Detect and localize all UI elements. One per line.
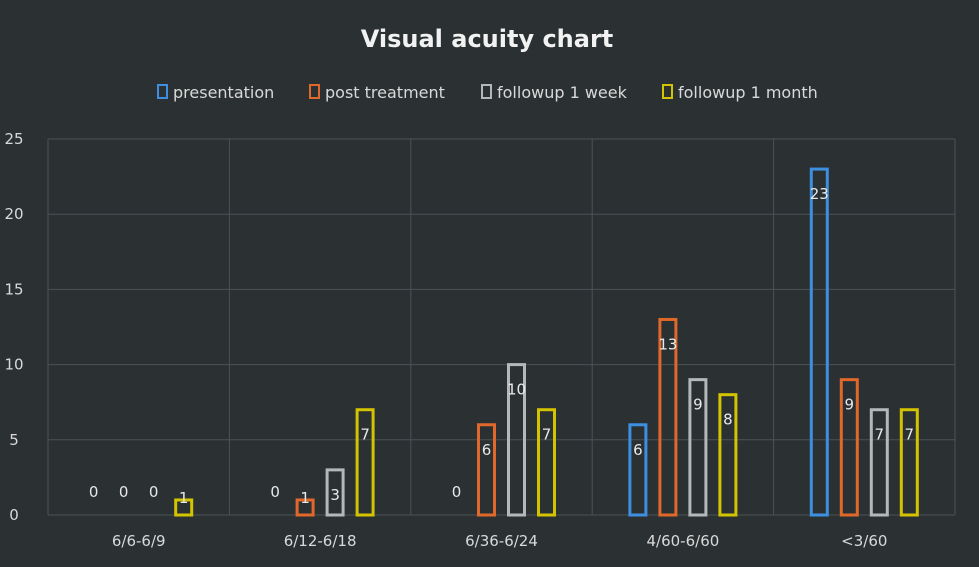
bar	[658, 317, 678, 517]
data-label: 3	[330, 486, 340, 504]
legend-swatch	[309, 84, 320, 99]
bar	[174, 498, 194, 517]
data-label: 0	[270, 483, 280, 501]
chart-legend: presentation post treatment followup 1 wee…	[157, 83, 818, 102]
data-label: 9	[693, 396, 703, 414]
bar	[537, 408, 556, 517]
legend-entry: presentation	[173, 83, 274, 102]
data-label: 1	[179, 489, 189, 507]
gridlines	[47, 138, 956, 516]
chart-title: Visual acuity chart	[361, 25, 614, 53]
data-label: 13	[658, 335, 677, 353]
x-category-label: 6/12-6/18	[284, 532, 357, 550]
data-label: 7	[360, 426, 370, 444]
y-tick-label: 10	[4, 356, 23, 374]
bar	[899, 408, 919, 517]
legend-entry: followup 1 month	[678, 83, 818, 102]
legend-swatch	[157, 84, 168, 99]
x-category-label: 6/6-6/9	[112, 532, 166, 550]
data-label: 9	[845, 396, 855, 414]
x-axis-categories: 6/6-6/9 6/12-6/18 6/36-6/24 4/60-6/60 <3/60	[112, 532, 888, 550]
data-label: 6	[633, 441, 643, 459]
bar	[477, 423, 496, 517]
legend-entry: followup 1 week	[497, 83, 628, 102]
legend-swatch	[662, 84, 673, 99]
y-tick-label: 5	[9, 431, 19, 449]
bar	[869, 408, 889, 517]
y-tick-label: 25	[4, 130, 23, 148]
data-label: 0	[89, 483, 99, 501]
bars-group	[174, 167, 919, 517]
data-label: 0	[452, 483, 462, 501]
data-label: 0	[149, 483, 159, 501]
legend-entry: post treatment	[325, 83, 445, 102]
data-label: 23	[810, 185, 829, 203]
bar	[355, 408, 375, 517]
data-label: 6	[482, 441, 492, 459]
x-category-label: 4/60-6/60	[647, 532, 720, 550]
bar	[809, 167, 829, 517]
data-label: 7	[875, 426, 885, 444]
bar	[295, 498, 315, 517]
data-label: 0	[119, 483, 129, 501]
data-label: 10	[507, 381, 526, 399]
x-category-label: <3/60	[841, 532, 887, 550]
y-tick-label: 0	[9, 506, 19, 524]
legend-swatch	[481, 84, 492, 99]
bar	[839, 378, 859, 517]
bar	[507, 363, 526, 517]
bar	[325, 468, 345, 517]
bar	[688, 378, 708, 517]
bar	[718, 393, 738, 517]
data-label: 1	[300, 489, 310, 507]
data-label: 7	[905, 426, 915, 444]
y-tick-label: 15	[4, 280, 23, 298]
y-axis-ticks: 0 5 10 15 20 25	[4, 130, 23, 524]
data-label: 7	[542, 426, 552, 444]
y-tick-label: 20	[4, 205, 23, 223]
bar	[628, 423, 648, 517]
data-label: 8	[723, 411, 733, 429]
x-category-label: 6/36-6/24	[465, 532, 538, 550]
